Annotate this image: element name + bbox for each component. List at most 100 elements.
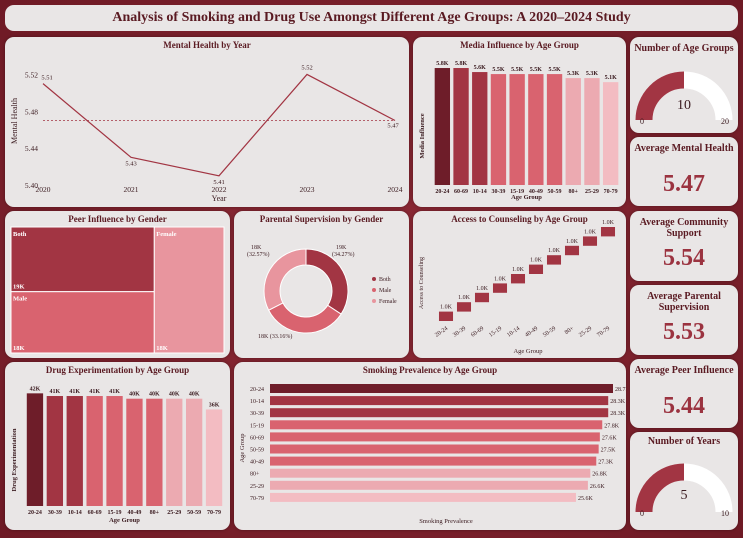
- bar-value-label: 27.6K: [602, 435, 618, 441]
- y-tick-label: 80+: [250, 472, 260, 478]
- bar-value-label: 5.5K: [548, 67, 561, 73]
- smoking-prevalence-title: Smoking Prevalence by Age Group: [362, 365, 498, 375]
- x-tick-label: 20-24: [28, 510, 42, 516]
- years-gauge-fill: [635, 463, 685, 513]
- parental-supervision-title: Parental Supervision by Gender: [259, 214, 384, 224]
- x-tick-label: 2024: [388, 185, 403, 194]
- bar-value-label: 42K: [30, 386, 41, 392]
- bar-value-label: 1.0K: [602, 220, 615, 226]
- data-label: 5.47: [387, 123, 399, 130]
- counseling-title: Access to Counseling by Age Group: [451, 214, 588, 224]
- mental-health-panel[interactable]: Mental Health by Year 5.40 5.44 5.48 5.52 20…: [5, 37, 409, 207]
- bar-value-label: 26.6K: [590, 484, 606, 490]
- bar: [546, 74, 563, 185]
- bar-value-label: 36K: [209, 402, 220, 408]
- donut-slice: [305, 248, 349, 315]
- x-tick-label: 25-29: [167, 510, 181, 516]
- drug-experimentation-panel[interactable]: Drug Experimentation by Age Group 42K 20-…: [5, 362, 230, 530]
- bar-value-label: 5.1K: [605, 75, 618, 81]
- counseling-chart: 1.0K 20-24 1.0K 30-39 1.0K 60-69 1.0K 15-19 1.0K…: [419, 220, 616, 355]
- x-tick-label: 60-69: [454, 189, 468, 195]
- bar-value-label: 5.8K: [455, 61, 468, 67]
- kpi-mental-health-card[interactable]: Average Mental Health 5.47: [630, 137, 738, 206]
- kpi-parental-card[interactable]: Average Parental Supervision 5.53: [630, 285, 738, 355]
- bar: [602, 82, 619, 185]
- parental-supervision-chart: 19K (34.27%) 18K (33.16%) 18K (32.57%) Both Ma…: [247, 245, 397, 340]
- legend-marker: [372, 288, 376, 292]
- bar-value-label: 41K: [89, 389, 100, 395]
- bar: [166, 398, 183, 506]
- y-tick-label: 60-69: [250, 435, 264, 441]
- x-tick-label: 80+: [564, 325, 576, 336]
- x-tick-label: 25-29: [585, 189, 599, 195]
- peer-influence-panel[interactable]: Peer Influence by Gender Both 19K Male 18K F…: [5, 211, 230, 358]
- waterfall-bar: [564, 245, 580, 256]
- treemap-tile: [10, 226, 155, 293]
- kpi-years-title: Number of Years: [647, 436, 721, 447]
- age-groups-gauge-max: 20: [721, 117, 729, 126]
- x-tick-label: 50-59: [548, 189, 562, 195]
- media-influence-title: Media Influence by Age Group: [460, 40, 579, 50]
- x-tick-label: 15-19: [108, 510, 122, 516]
- bar-value-label: 5.8K: [436, 61, 449, 67]
- y-tick-label: 70-79: [250, 496, 264, 502]
- kpi-peer-card[interactable]: Average Peer Influence 5.44: [630, 359, 738, 428]
- media-influence-chart: 5.8K 20-24 5.8K 60-69 5.6K 10-14 5.5K 30-39 5.5K…: [419, 61, 619, 201]
- bar-value-label: 5.6K: [474, 65, 487, 71]
- legend-label: Male: [379, 288, 392, 294]
- bar: [434, 68, 451, 185]
- kpi-age-groups-card[interactable]: Number of Age Groups 10 0 20: [630, 37, 738, 133]
- x-axis-label: Year: [212, 194, 227, 203]
- bar: [66, 396, 83, 506]
- waterfall-bar: [492, 283, 508, 293]
- bar: [86, 396, 103, 506]
- bar: [453, 68, 469, 185]
- kpi-parental-title: Average Parental Supervision: [647, 291, 721, 313]
- peer-influence-chart: Both 19K Male 18K Female 18K: [10, 226, 225, 354]
- donut-slice: [267, 302, 342, 334]
- x-tick-label: 70-79: [604, 189, 618, 195]
- kpi-community-card[interactable]: Average Community Support 5.54: [630, 211, 738, 281]
- counseling-panel[interactable]: Access to Counseling by Age Group 1.0K 20…: [413, 211, 626, 358]
- parental-supervision-panel[interactable]: Parental Supervision by Gender 19K (34.27…: [234, 211, 409, 358]
- bar-value-label: 27.3K: [598, 460, 614, 466]
- y-axis-label: Age Group: [239, 433, 246, 462]
- age-groups-gauge-fill: [635, 71, 685, 121]
- bar-value-label: 5.3K: [586, 71, 599, 77]
- treemap-category-label: Both: [13, 231, 27, 238]
- y-tick-label: 30-39: [250, 411, 264, 417]
- bar: [528, 74, 544, 185]
- kpi-years-card[interactable]: Number of Years 5 0 10: [630, 432, 738, 530]
- donut-label: 18K (33.16%): [258, 333, 292, 340]
- treemap-category-label: Male: [13, 296, 27, 303]
- y-tick-label: 5.44: [25, 144, 38, 153]
- mental-health-line: [42, 73, 396, 177]
- bar: [509, 74, 525, 185]
- bar-value-label: 28.3K: [610, 411, 626, 417]
- treemap-category-label: Female: [156, 231, 176, 238]
- bar-value-label: 41K: [109, 389, 120, 395]
- y-axis-label: Drug Experimentation: [11, 428, 18, 491]
- data-label: 5.52: [301, 64, 312, 71]
- media-influence-panel[interactable]: Media Influence by Age Group 5.8K 20-24 5.…: [413, 37, 626, 207]
- x-tick-label: 70-79: [596, 326, 611, 339]
- years-gauge: 5 0 10: [635, 463, 733, 518]
- bar: [270, 492, 576, 502]
- bar-value-label: 5.5K: [492, 67, 505, 73]
- bar-value-label: 27.5K: [601, 448, 617, 454]
- x-axis-label: Age Group: [513, 348, 542, 355]
- donut-label: 19K (34.27%): [332, 245, 355, 258]
- years-gauge-min: 0: [640, 509, 644, 518]
- age-groups-gauge-value: 10: [677, 98, 691, 113]
- x-tick-label: 30-39: [491, 189, 505, 195]
- x-tick-label: 30-39: [48, 510, 62, 516]
- x-tick-label: 20-24: [435, 189, 449, 195]
- bar-value-label: 41K: [50, 389, 61, 395]
- y-tick-label: 15-19: [250, 423, 264, 429]
- bar-value-label: 41K: [69, 389, 80, 395]
- bar-value-label: 1.0K: [548, 248, 561, 254]
- kpi-age-groups-title: Number of Age Groups: [634, 43, 734, 54]
- x-tick-label: 40-49: [529, 189, 543, 195]
- waterfall-bar: [456, 302, 472, 312]
- smoking-prevalence-panel[interactable]: Smoking Prevalence by Age Group 20-24 28.…: [234, 362, 626, 530]
